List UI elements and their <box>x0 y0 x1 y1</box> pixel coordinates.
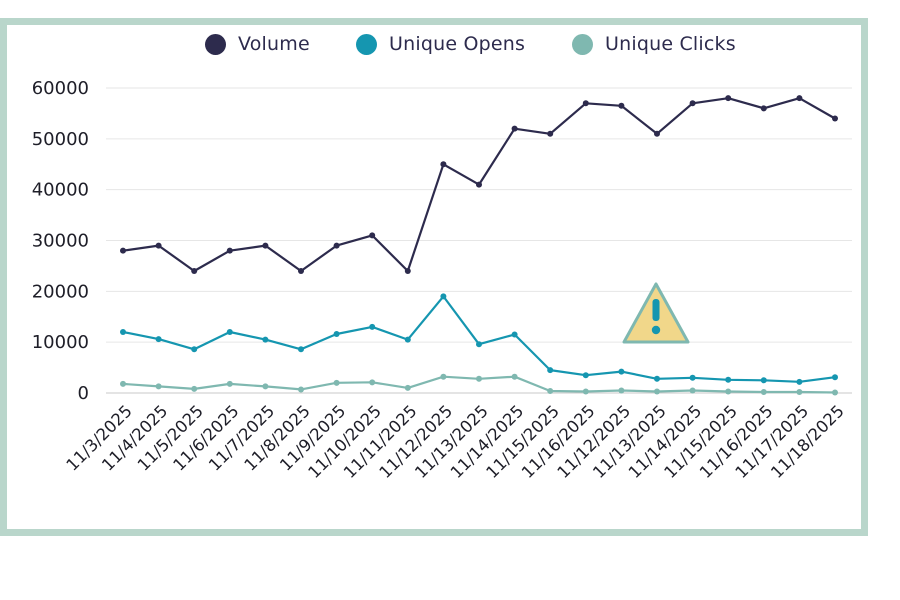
data-point[interactable] <box>262 242 269 249</box>
data-point[interactable] <box>547 387 554 394</box>
data-point[interactable] <box>191 268 198 274</box>
y-tick-label: 30000 <box>32 231 89 252</box>
data-point[interactable] <box>369 232 376 239</box>
data-point[interactable] <box>226 329 233 335</box>
data-point[interactable] <box>511 373 518 380</box>
data-point[interactable] <box>689 374 696 381</box>
warning-icon <box>622 282 690 344</box>
data-point[interactable] <box>689 100 696 107</box>
data-point[interactable] <box>333 379 340 386</box>
data-point[interactable] <box>547 130 554 137</box>
series-layer <box>120 95 838 396</box>
annotation-layer <box>622 282 690 344</box>
data-point[interactable] <box>511 125 518 132</box>
data-point[interactable] <box>654 375 660 382</box>
data-point[interactable] <box>226 380 233 387</box>
data-point[interactable] <box>369 379 376 386</box>
data-point[interactable] <box>582 388 589 395</box>
data-point[interactable] <box>120 329 126 335</box>
data-point[interactable] <box>120 380 126 387</box>
data-point[interactable] <box>654 388 660 395</box>
data-point[interactable] <box>155 336 162 343</box>
data-point[interactable] <box>404 384 411 391</box>
data-point[interactable] <box>618 102 625 109</box>
data-point[interactable] <box>760 105 767 112</box>
data-point[interactable] <box>689 387 696 394</box>
x-axis: 11/3/202511/4/202511/5/202511/6/202511/7… <box>63 401 848 482</box>
data-point[interactable] <box>440 373 447 380</box>
data-point[interactable] <box>725 95 732 102</box>
data-point[interactable] <box>262 336 269 343</box>
y-tick-label: 10000 <box>32 332 89 353</box>
data-point[interactable] <box>298 346 304 353</box>
data-point[interactable] <box>440 293 447 300</box>
chart-card <box>0 18 868 536</box>
data-point[interactable] <box>796 378 803 385</box>
data-point[interactable] <box>511 331 518 338</box>
data-point[interactable] <box>120 247 126 254</box>
data-point[interactable] <box>832 389 838 396</box>
data-point[interactable] <box>832 115 838 122</box>
data-point[interactable] <box>796 95 803 102</box>
data-point[interactable] <box>155 383 162 390</box>
data-point[interactable] <box>191 346 198 353</box>
y-axis: 0 10000 20000 30000 40000 50000 60000 <box>32 78 89 404</box>
data-point[interactable] <box>369 323 376 330</box>
data-point[interactable] <box>333 331 340 338</box>
data-point[interactable] <box>298 386 304 393</box>
data-point[interactable] <box>333 242 340 249</box>
data-point[interactable] <box>476 341 482 348</box>
data-point[interactable] <box>298 268 304 274</box>
data-point[interactable] <box>191 385 198 392</box>
data-point[interactable] <box>760 388 767 395</box>
y-tick-label: 60000 <box>32 78 89 99</box>
data-point[interactable] <box>618 368 625 375</box>
y-tick-label: 20000 <box>32 281 89 302</box>
data-point[interactable] <box>155 242 162 249</box>
gridlines <box>106 87 852 394</box>
y-tick-label: 0 <box>78 383 89 404</box>
data-point[interactable] <box>796 388 803 395</box>
data-point[interactable] <box>404 268 411 274</box>
data-point[interactable] <box>440 161 447 168</box>
data-point[interactable] <box>725 388 732 395</box>
data-point[interactable] <box>582 100 589 107</box>
data-point[interactable] <box>476 375 482 382</box>
data-point[interactable] <box>654 130 660 137</box>
data-point[interactable] <box>618 387 625 394</box>
data-point[interactable] <box>226 247 233 254</box>
data-point[interactable] <box>582 372 589 379</box>
y-tick-label: 50000 <box>32 129 89 150</box>
data-point[interactable] <box>476 181 482 188</box>
y-tick-label: 40000 <box>32 180 89 201</box>
data-point[interactable] <box>262 383 269 390</box>
data-point[interactable] <box>404 336 411 343</box>
data-point[interactable] <box>725 376 732 383</box>
data-point[interactable] <box>832 374 838 381</box>
data-point[interactable] <box>760 377 767 384</box>
data-point[interactable] <box>547 367 554 374</box>
series-line-1 <box>122 295 836 383</box>
